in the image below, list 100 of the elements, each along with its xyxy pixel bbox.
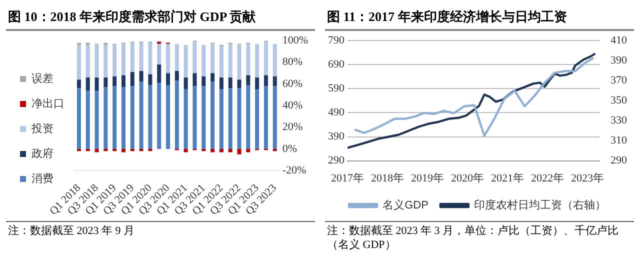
x-tick-label: 2022年 [531,172,564,184]
bar [86,77,90,90]
bar [174,80,179,149]
bar [112,86,117,149]
bar [157,82,162,149]
bar [86,90,90,149]
x-tick-label: 2017年 [331,172,364,184]
legend-label: 名义GDP [382,198,428,212]
y-tick-label: 490 [328,106,345,119]
legend-label: 印度农村日均工资（右轴） [474,198,606,212]
bar [264,42,268,76]
y-tick-label: 790 [328,34,345,46]
bar [104,77,108,88]
bar [104,87,108,149]
x-tick-label: 2021年 [491,172,524,184]
x-tick-label: 2023年 [571,172,604,184]
bar [246,148,250,152]
bar [121,75,126,88]
bar [228,77,232,88]
bar [184,44,188,78]
bar [139,70,144,82]
bar [139,82,144,149]
bar [210,82,215,149]
y-tick-label: 60% [282,78,303,90]
bar [76,148,81,152]
bar [130,86,134,149]
legend-label: 消费 [32,172,54,186]
bar [237,80,242,88]
bar [76,80,81,88]
y2-tick-label: 390 [610,54,628,67]
bar [202,76,206,86]
bar [148,85,152,149]
bar [202,148,206,152]
bar [94,148,99,152]
bar [192,73,197,86]
bar [246,44,250,76]
chart-title: 图 11：2017 年来印度经济增长与日均工资 [325,4,634,31]
bar [184,89,188,149]
bar [112,148,117,152]
legend-label: 净出口 [32,97,64,110]
bar [184,148,188,152]
bar [219,148,224,152]
bar [192,42,197,74]
bar [166,73,170,86]
bar [202,44,206,76]
bar [272,86,277,149]
bar [246,85,250,149]
bar [94,90,99,149]
legend-label: 政府 [32,147,54,160]
bar [104,148,108,152]
bar [272,44,277,76]
bar [228,148,232,152]
bar [272,76,277,86]
bar [219,89,224,149]
bar [202,86,206,149]
y-tick-label: 290 [328,154,345,167]
y-tick-label: 590 [328,82,345,95]
bar [157,44,162,64]
y-tick-label: 0% [282,142,298,155]
y-tick-label: 40% [282,100,303,112]
bar [255,44,260,78]
chart-title: 图 10：2018 年来印度需求部门对 GDP 贡献 [6,4,315,31]
bar [148,74,152,86]
bar [210,44,215,74]
bar [76,88,81,149]
bar [264,75,268,86]
bar [237,148,242,154]
bar [246,75,250,86]
legend-label: 误差 [32,73,54,86]
y-tick-label: 20% [282,121,303,134]
y-tick-label: 80% [282,56,303,68]
y2-tick-label: 410 [610,34,628,46]
bar [237,44,242,80]
bar [210,148,215,152]
x-tick-label: 2020年 [451,172,484,184]
bar [228,88,232,149]
bar [255,89,260,149]
text: 注：数据截至 2023 年 3 月，单位：卢比（工资）、千亿卢比（名义 GDP） [325,221,634,254]
bar [174,44,179,71]
bar [130,148,134,152]
bar [121,44,126,76]
bar [166,44,170,74]
x-tick-label: 2019年 [411,172,444,184]
y2-tick-label: 290 [610,154,628,167]
bar [104,44,108,78]
text: 注：数据截至 2023 年 9 月 [6,221,315,240]
bar [94,77,99,90]
bar [86,44,90,78]
bar [237,88,242,149]
bar [76,44,81,80]
legend-label: 投资 [30,123,54,136]
bar [121,148,126,152]
bar [157,64,162,83]
bar [86,148,90,152]
bar [210,73,215,82]
bar [112,76,117,86]
bar [174,70,179,81]
bar [219,77,224,90]
bar [272,148,277,152]
bar [255,77,260,90]
